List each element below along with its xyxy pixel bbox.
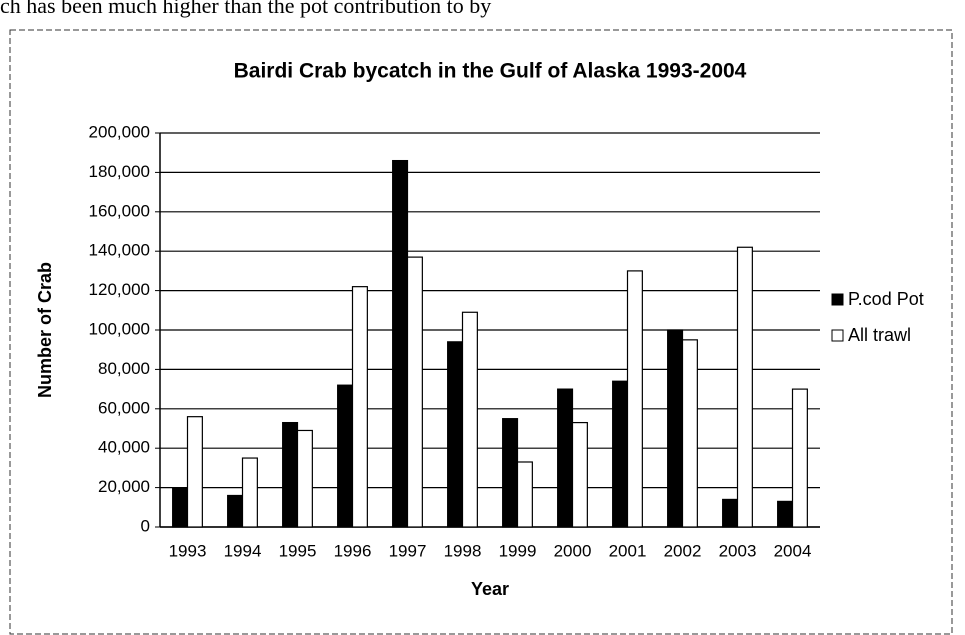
y-tick-label: 80,000: [98, 359, 150, 378]
bar: [241, 457, 258, 528]
bar: [626, 270, 643, 528]
x-tick-label: 1994: [224, 541, 262, 560]
y-tick-label: 160,000: [89, 201, 150, 220]
bar: [406, 256, 423, 528]
bar: [172, 487, 189, 528]
x-tick-label: 2004: [774, 541, 812, 560]
page-text: ch has been much higher than the pot con…: [0, 0, 491, 18]
bar: [502, 418, 519, 528]
bar: [722, 498, 739, 528]
y-tick-label: 100,000: [89, 319, 150, 338]
x-tick-label: 1993: [169, 541, 207, 560]
bar: [282, 421, 299, 528]
x-tick-label: 1995: [279, 541, 317, 560]
x-tick-label: 2002: [664, 541, 702, 560]
x-tick-label: 1996: [334, 541, 372, 560]
bar: [461, 311, 478, 528]
x-tick-label: 2001: [609, 541, 647, 560]
y-tick-label: 40,000: [98, 438, 150, 457]
bar: [516, 461, 533, 528]
x-tick-label: 2000: [554, 541, 592, 560]
bar: [296, 429, 313, 528]
y-tick-label: 20,000: [98, 477, 150, 496]
bar: [392, 159, 409, 528]
y-tick-label: 60,000: [98, 398, 150, 417]
y-tick-label: 0: [141, 516, 150, 535]
bar: [447, 341, 464, 528]
bar: [791, 388, 808, 528]
chart-title: Bairdi Crab bycatch in the Gulf of Alask…: [234, 60, 747, 83]
bar: [186, 416, 203, 528]
bar: [667, 329, 684, 528]
legend-label: All trawl: [848, 325, 911, 345]
legend-swatch: [831, 329, 844, 342]
bar: [681, 339, 698, 528]
y-tick-label: 140,000: [89, 241, 150, 260]
y-tick-label: 120,000: [89, 280, 150, 299]
x-axis-label: Year: [471, 579, 509, 599]
x-tick-label: 1999: [499, 541, 537, 560]
bar: [571, 421, 588, 528]
y-tick-label: 200,000: [89, 122, 150, 141]
bar: [612, 380, 629, 528]
x-tick-label: 2003: [719, 541, 757, 560]
chart-border: [9, 29, 953, 635]
bar: [557, 388, 574, 528]
bar: [351, 286, 368, 528]
x-tick-label: 1997: [389, 541, 427, 560]
legend-label: P.cod Pot: [848, 289, 924, 309]
y-axis-label: Number of Crab: [35, 262, 55, 398]
bar: [337, 384, 354, 528]
bar: [777, 500, 794, 528]
bar: [227, 494, 244, 528]
y-tick-label: 180,000: [89, 162, 150, 181]
legend-swatch: [831, 293, 844, 306]
x-tick-label: 1998: [444, 541, 482, 560]
bar: [736, 246, 753, 528]
